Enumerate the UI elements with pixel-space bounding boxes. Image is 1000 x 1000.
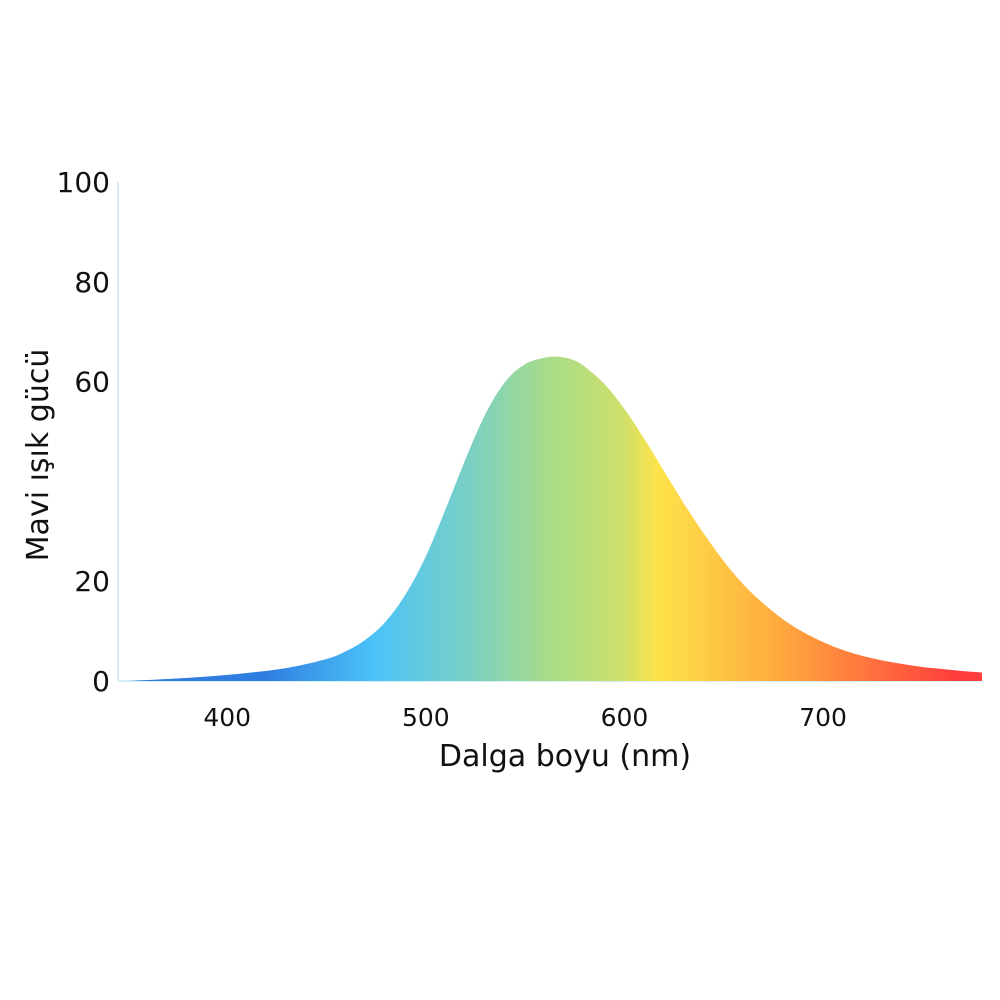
y-axis-title: Mavi ışık gücü	[21, 349, 56, 562]
y-tick-label: 20	[74, 565, 110, 598]
y-tick-label: 80	[74, 266, 110, 299]
x-tick-label: 400	[203, 703, 251, 732]
x-tick-label: 600	[601, 703, 649, 732]
x-tick-labels: 400 500 600 700	[203, 703, 847, 732]
y-tick-label: 0	[92, 665, 110, 698]
x-tick-label: 500	[402, 703, 450, 732]
y-tick-labels: 0 20 60 80 100	[57, 166, 110, 698]
x-axis-title: Dalga boyu (nm)	[439, 739, 691, 774]
spectrum-area-series	[127, 356, 983, 681]
y-tick-label: 100	[57, 166, 110, 199]
x-tick-label: 700	[799, 703, 847, 732]
y-tick-label: 60	[74, 366, 110, 399]
